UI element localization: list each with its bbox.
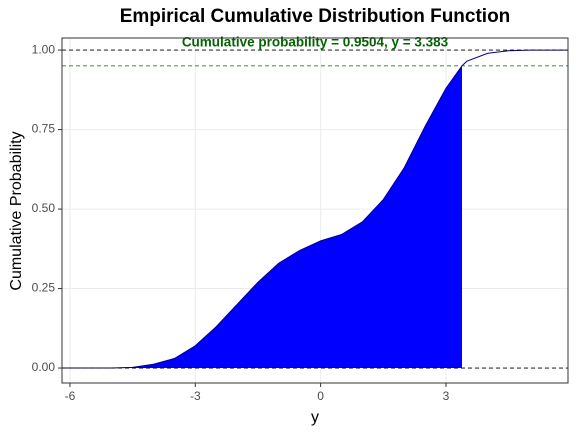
x-tick-label: 3 [443, 389, 450, 403]
y-tick-label: 0.75 [32, 122, 56, 136]
y-tick-label: 0.00 [32, 360, 56, 374]
annotation: Cumulative probability = 0.9504, y = 3.3… [182, 35, 449, 50]
ecdf-line [61, 49, 568, 369]
x-tick-label: -6 [65, 389, 76, 403]
x-tick-label: 0 [317, 389, 324, 403]
y-tick-label: 0.25 [32, 281, 56, 295]
y-tick-label: 0.50 [32, 201, 56, 215]
y-tick-label: 1.00 [32, 42, 56, 56]
chart-title: Empirical Cumulative Distribution Functi… [120, 6, 511, 27]
x-tick-label: -3 [190, 389, 201, 403]
x-axis-label: y [311, 409, 319, 426]
ecdf-area [61, 65, 462, 369]
panel-border [61, 37, 569, 384]
y-axis-label: Cumulative Probability [8, 131, 25, 290]
